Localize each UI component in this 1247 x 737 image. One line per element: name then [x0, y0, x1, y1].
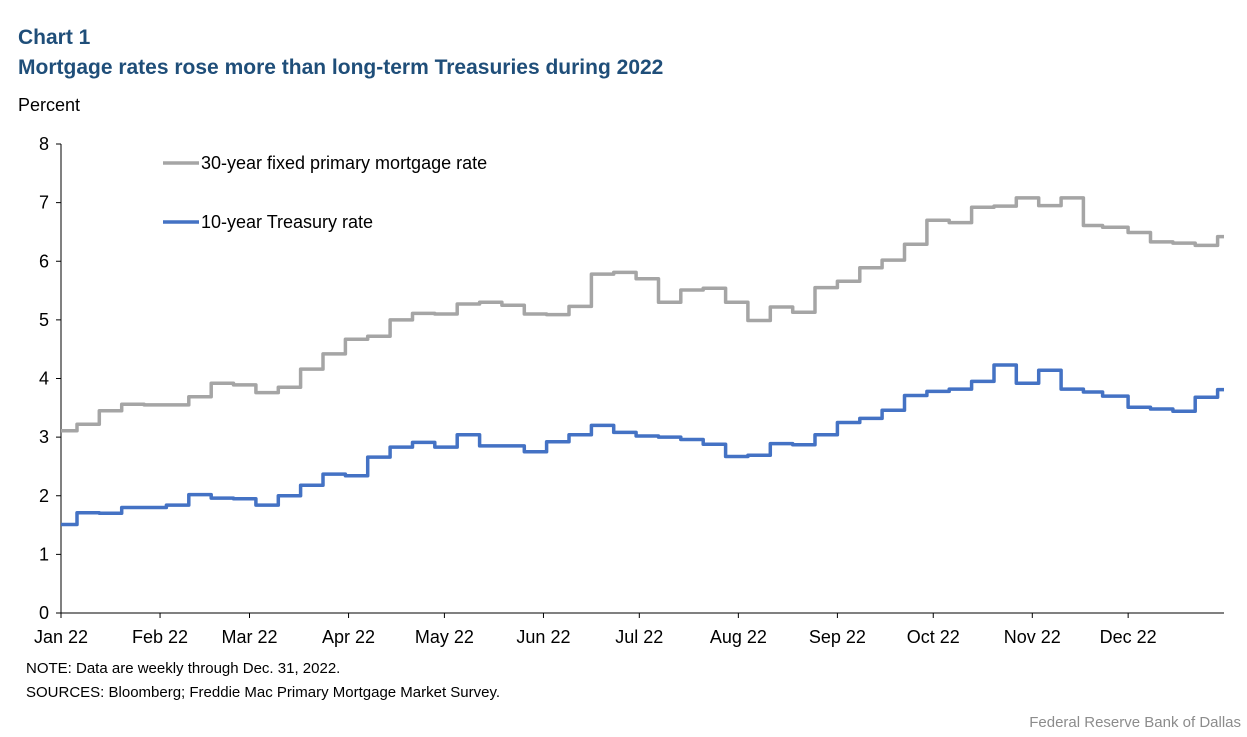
y-tick-label: 4 — [39, 369, 49, 389]
chart-axes: 0 1 2 3 4 5 6 7 8 Jan 22 Feb 22 Mar 22 Apr 22 May 22 J… — [34, 134, 1224, 647]
x-tick-label: Apr 22 — [322, 627, 375, 647]
chart-number: Chart 1 — [18, 26, 91, 49]
x-tick-label: Aug 22 — [710, 627, 767, 647]
y-axis-unit-label: Percent — [18, 95, 81, 115]
y-tick-label: 5 — [39, 310, 49, 330]
x-tick-label: Feb 22 — [132, 627, 188, 647]
y-tick-label: 0 — [39, 603, 49, 623]
chart-note: NOTE: Data are weekly through Dec. 31, 2… — [26, 660, 341, 677]
x-tick-label: Jun 22 — [516, 627, 570, 647]
y-tick-label: 6 — [39, 251, 49, 271]
series-layer — [61, 196, 1224, 527]
x-tick-label: Jul 22 — [615, 627, 663, 647]
y-tick-label: 8 — [39, 134, 49, 154]
x-tick-label: May 22 — [415, 627, 474, 647]
legend-label: 10-year Treasury rate — [201, 212, 373, 232]
x-tick-label: Sep 22 — [809, 627, 866, 647]
x-tick-label: Dec 22 — [1100, 627, 1157, 647]
y-tick-label: 7 — [39, 193, 49, 213]
y-tick-label: 1 — [39, 544, 49, 564]
y-tick-label: 2 — [39, 486, 49, 506]
chart-title: Mortgage rates rose more than long-term … — [18, 56, 664, 79]
publisher-credit: Federal Reserve Bank of Dallas — [1029, 714, 1241, 731]
x-tick-label: Jan 22 — [34, 627, 88, 647]
chart-legend: 30-year fixed primary mortgage rate 10-ye… — [163, 153, 487, 232]
x-tick-label: Nov 22 — [1004, 627, 1061, 647]
treasury-rate-series-line — [61, 363, 1224, 527]
chart-sources: SOURCES: Bloomberg; Freddie Mac Primary … — [26, 684, 501, 701]
x-tick-label: Mar 22 — [221, 627, 277, 647]
mortgage-rate-series-line — [61, 196, 1224, 433]
x-tick-label: Oct 22 — [907, 627, 960, 647]
legend-label: 30-year fixed primary mortgage rate — [201, 153, 487, 173]
y-tick-label: 3 — [39, 427, 49, 447]
